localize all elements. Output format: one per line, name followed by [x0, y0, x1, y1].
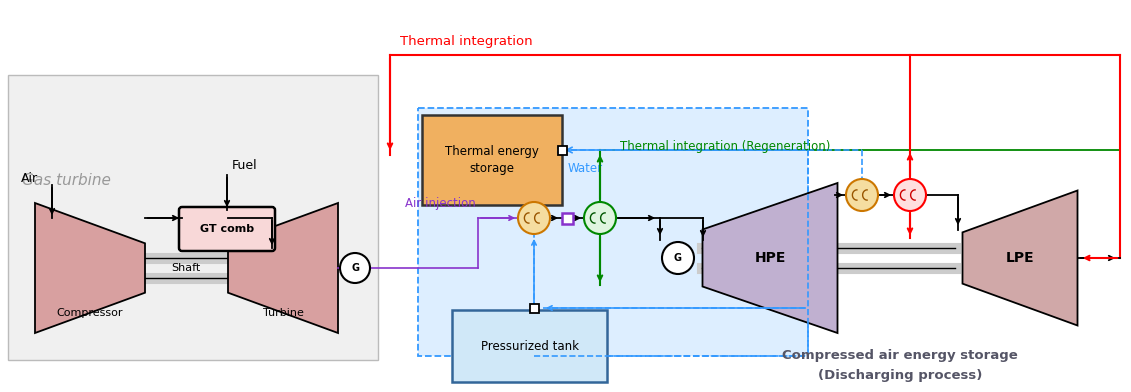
Circle shape — [893, 179, 926, 211]
Text: Compressor: Compressor — [57, 308, 123, 318]
Text: Water: Water — [568, 162, 603, 175]
FancyBboxPatch shape — [8, 75, 378, 360]
Text: GT comb: GT comb — [200, 224, 254, 234]
Text: Turbine: Turbine — [262, 308, 303, 318]
Text: (Discharging process): (Discharging process) — [818, 368, 982, 381]
Circle shape — [340, 253, 370, 283]
Polygon shape — [228, 203, 338, 333]
Text: G: G — [674, 253, 682, 263]
Text: Compressed air energy storage: Compressed air energy storage — [783, 348, 1018, 361]
FancyBboxPatch shape — [418, 108, 808, 356]
Text: Pressurized tank: Pressurized tank — [481, 339, 579, 352]
Text: HPE: HPE — [754, 251, 786, 265]
Polygon shape — [35, 203, 145, 333]
Text: Air: Air — [20, 172, 38, 185]
FancyBboxPatch shape — [179, 207, 275, 251]
Bar — [558, 145, 567, 154]
Text: Thermal integration (Regeneration): Thermal integration (Regeneration) — [620, 140, 830, 153]
Text: Thermal energy
storage: Thermal energy storage — [446, 145, 539, 175]
Polygon shape — [962, 191, 1078, 325]
Bar — [561, 212, 572, 223]
Text: Gas turbine: Gas turbine — [21, 172, 111, 187]
Text: Shaft: Shaft — [172, 263, 200, 273]
FancyBboxPatch shape — [422, 115, 562, 205]
Bar — [529, 303, 538, 312]
Text: LPE: LPE — [1005, 251, 1035, 265]
Text: Fuel: Fuel — [232, 159, 258, 172]
Circle shape — [846, 179, 878, 211]
Text: Thermal integration: Thermal integration — [400, 35, 533, 48]
FancyBboxPatch shape — [452, 310, 607, 382]
Polygon shape — [702, 183, 837, 333]
Text: Air injection: Air injection — [405, 197, 476, 210]
Circle shape — [662, 242, 694, 274]
Circle shape — [584, 202, 616, 234]
Text: G: G — [351, 263, 359, 273]
Circle shape — [518, 202, 550, 234]
